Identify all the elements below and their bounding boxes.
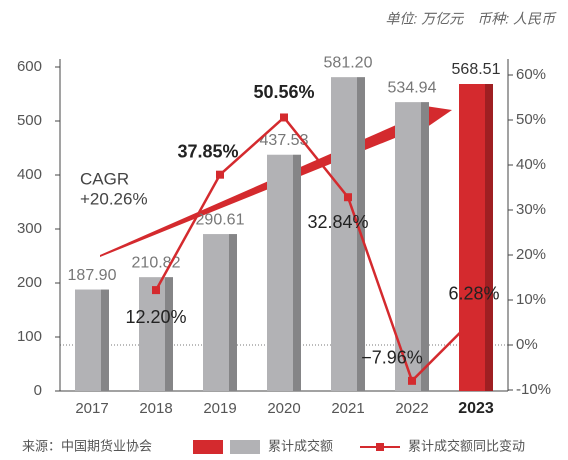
bar	[395, 102, 429, 392]
bar-shade	[165, 277, 173, 391]
growth-marker	[408, 376, 416, 385]
x-tick-label: 2017	[75, 400, 108, 417]
x-tick-label: 2020	[267, 400, 300, 417]
bar-value-label: 290.61	[196, 211, 245, 228]
bar	[267, 154, 301, 391]
y2-tick-label: 50%	[516, 111, 546, 128]
bar-value-label: 437.53	[260, 132, 309, 149]
bar	[331, 77, 365, 391]
legend-marker	[376, 443, 384, 451]
x-tick-label: 2018	[139, 400, 172, 417]
growth-marker	[152, 286, 160, 295]
unit-note: 单位: 万亿元 币种: 人民币	[385, 11, 557, 27]
bar-value-label: 581.20	[324, 54, 373, 71]
legend-swatch	[193, 440, 223, 454]
bar-value-label: 187.90	[68, 267, 117, 284]
y2-tick-label: 10%	[516, 291, 546, 308]
bar-value-label: 568.51	[452, 61, 501, 78]
y-tick-label: 200	[17, 274, 42, 291]
bar-shade	[293, 154, 301, 391]
bar-shade	[229, 234, 237, 391]
annotation: +20.26%	[80, 189, 148, 208]
x-tick-label: 2023	[458, 400, 494, 417]
growth-label: 6.28%	[448, 283, 499, 303]
y2-tick-label: 40%	[516, 156, 546, 173]
growth-label: −7.96%	[361, 348, 423, 368]
growth-marker	[472, 312, 480, 321]
y2-tick-label: 0%	[516, 336, 538, 353]
bar	[139, 277, 173, 391]
x-tick-label: 2019	[203, 400, 236, 417]
source: 来源：中国期货业协会	[22, 438, 152, 453]
growth-label: 50.56%	[253, 82, 314, 102]
x-tick-label: 2022	[395, 400, 428, 417]
y-tick-label: 500	[17, 112, 42, 129]
y-tick-label: 0	[34, 382, 42, 399]
bar	[75, 289, 109, 391]
growth-label: 12.20%	[125, 307, 186, 327]
growth-marker	[216, 170, 224, 179]
y2-tick-label: 20%	[516, 246, 546, 263]
x-tick-label: 2021	[331, 400, 364, 417]
bar-shade	[101, 289, 109, 391]
y2-tick-label: 60%	[516, 66, 546, 83]
growth-label: 37.85%	[177, 141, 238, 161]
legend-label: 累计成交额同比变动	[408, 438, 525, 453]
bar-value-label: 534.94	[388, 79, 437, 96]
legend-swatch	[230, 440, 260, 454]
growth-marker	[344, 193, 352, 202]
growth-label: 32.84%	[307, 212, 368, 232]
growth-marker	[280, 113, 288, 122]
y-tick-label: 600	[17, 58, 42, 75]
bar-shade	[421, 102, 429, 392]
growth-line	[154, 115, 477, 384]
bar	[203, 234, 237, 391]
legend-label: 累计成交额	[268, 438, 333, 453]
bar	[459, 84, 493, 391]
y2-tick-label: -10%	[516, 381, 551, 398]
y-tick-label: 400	[17, 166, 42, 183]
annotation: CAGR	[80, 169, 129, 188]
y-tick-label: 300	[17, 220, 42, 237]
y2-tick-label: 30%	[516, 201, 546, 218]
y-tick-label: 100	[17, 328, 42, 345]
bar-shade	[485, 84, 493, 391]
